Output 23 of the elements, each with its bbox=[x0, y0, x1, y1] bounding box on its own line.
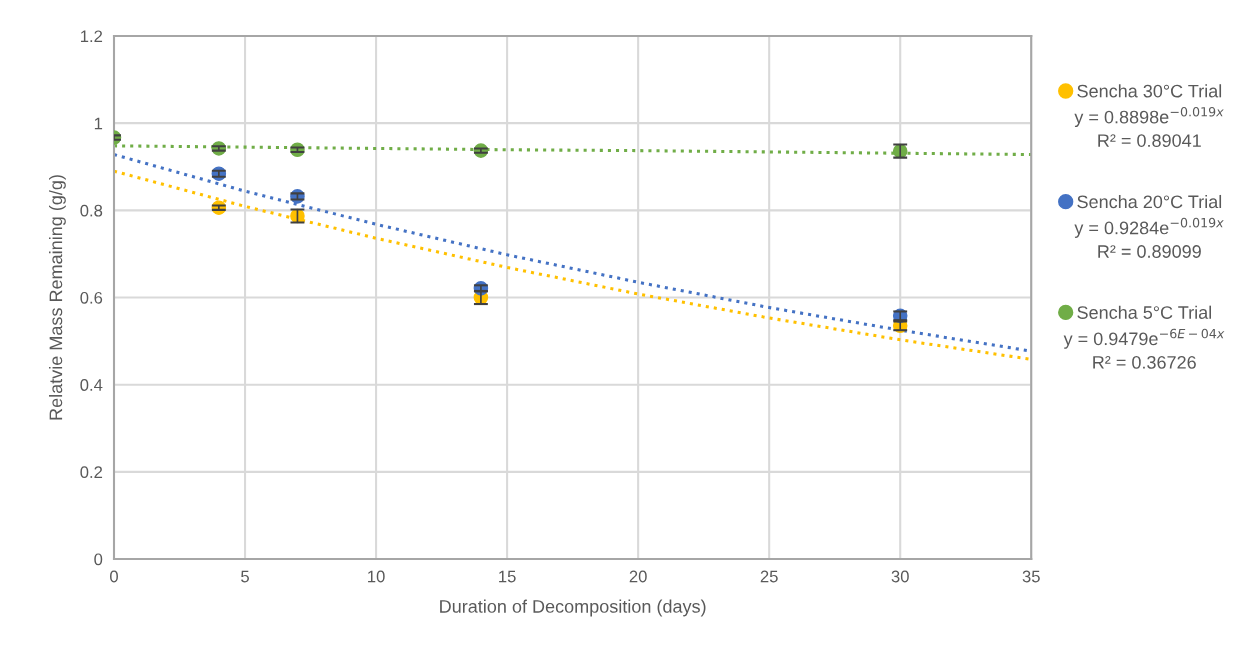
legend-label: Sencha 30°C Trial bbox=[1077, 84, 1222, 98]
x-tick-label: 30 bbox=[891, 570, 909, 583]
x-tick-label: 15 bbox=[499, 570, 516, 583]
x-tick-label: 0 bbox=[110, 570, 118, 583]
y-tick-label: 0.2 bbox=[80, 466, 103, 479]
y-tick-label: 0 bbox=[94, 553, 103, 566]
y-tick-label: 0.6 bbox=[80, 291, 103, 304]
text: y = 0.9479e$^{−6E−04x}$ R² = 0.36726 bbox=[1063, 328, 1225, 369]
y-tick-label: 0.8 bbox=[80, 204, 103, 217]
x-axis-title: Duration of Decomposition (days) bbox=[440, 599, 706, 617]
x-tick-label: 20 bbox=[629, 570, 647, 583]
y-axis-title: Relatvie Mass Remaining (g/g) bbox=[49, 175, 66, 420]
legend-label: Sencha 20°C Trial bbox=[1077, 194, 1222, 209]
x-tick-label: 25 bbox=[760, 570, 778, 583]
x-tick-label: 10 bbox=[368, 570, 385, 583]
y-tick-label: 0.4 bbox=[80, 379, 103, 391]
x-tick-label: 5 bbox=[241, 570, 249, 583]
text: y = 0.9284e$^{−0.019x}$ R² = 0.89099 bbox=[1074, 217, 1224, 258]
text: y = 0.8898e$^{−0.019x}$ R² = 0.89041 bbox=[1074, 106, 1224, 147]
legend-label: Sencha 5°C Trial bbox=[1077, 305, 1212, 319]
y-tick-label: 1.2 bbox=[80, 30, 103, 43]
x-tick-label: 35 bbox=[1022, 570, 1040, 583]
y-tick-label: 1 bbox=[94, 117, 103, 130]
